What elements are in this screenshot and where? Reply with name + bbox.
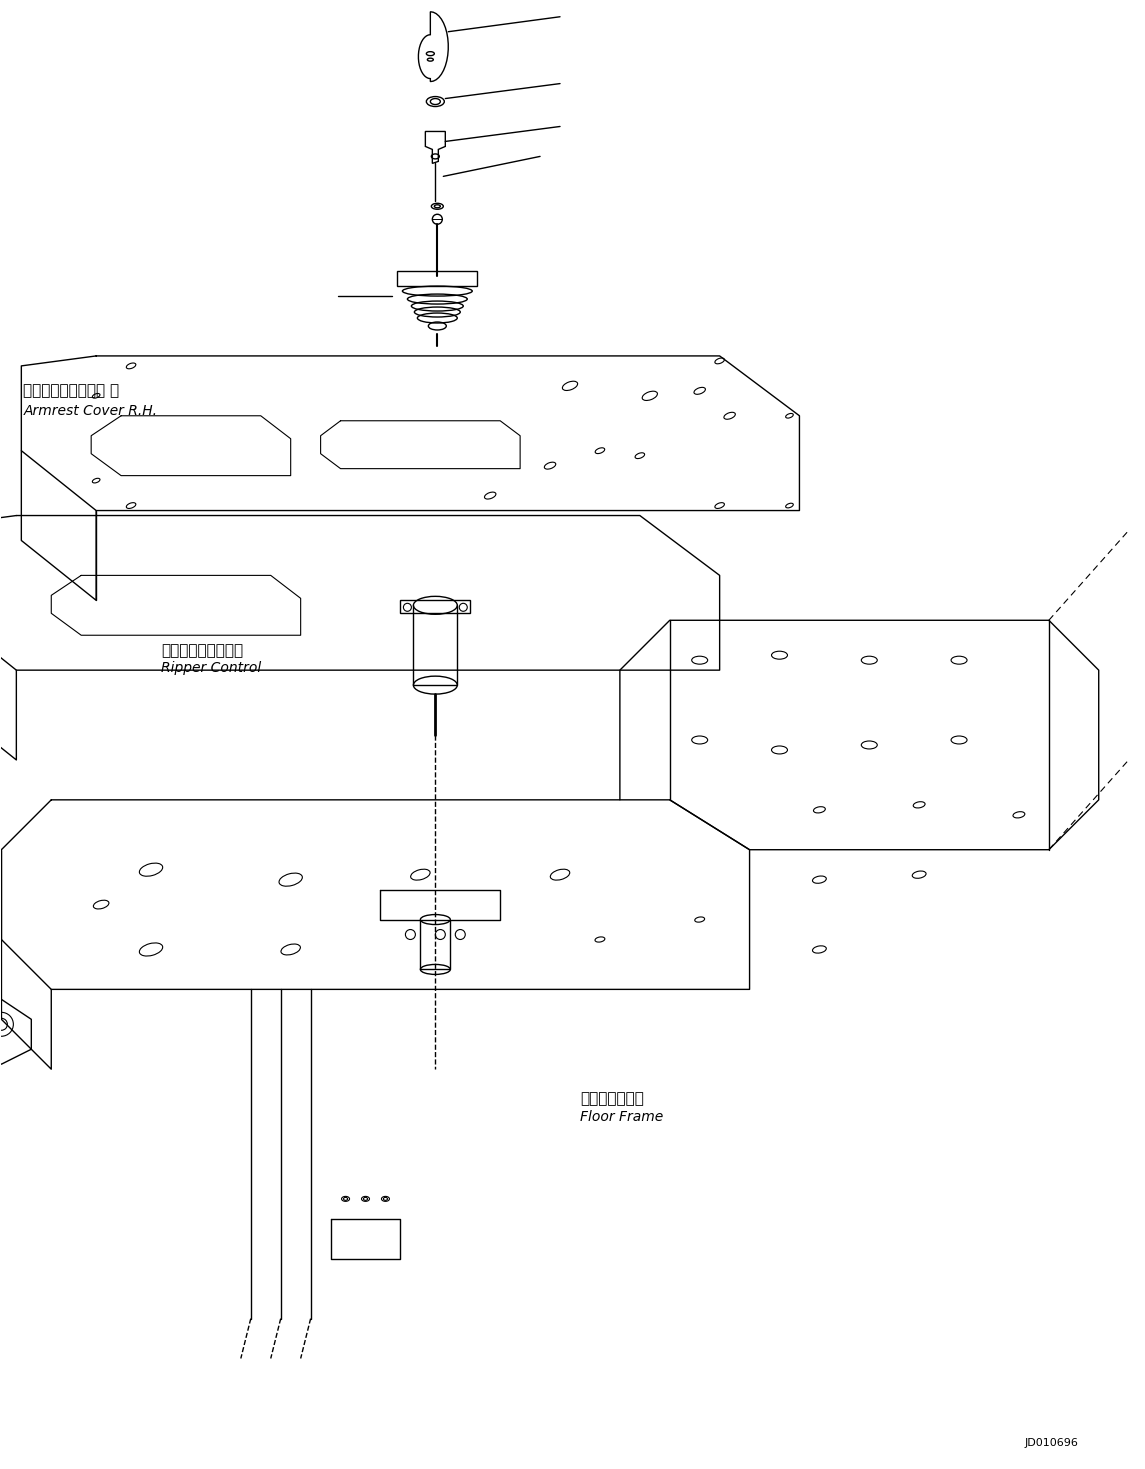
Text: Armrest Cover R.H.: Armrest Cover R.H. (23, 404, 157, 417)
Text: アームレストカバー 右: アームレストカバー 右 (23, 383, 119, 398)
Text: フロアフレーム: フロアフレーム (581, 1091, 643, 1106)
Text: Floor Frame: Floor Frame (581, 1111, 663, 1124)
Text: リッパコントロール: リッパコントロール (161, 643, 243, 658)
Text: Ripper Control: Ripper Control (161, 661, 261, 676)
Text: JD010696: JD010696 (1025, 1438, 1079, 1448)
